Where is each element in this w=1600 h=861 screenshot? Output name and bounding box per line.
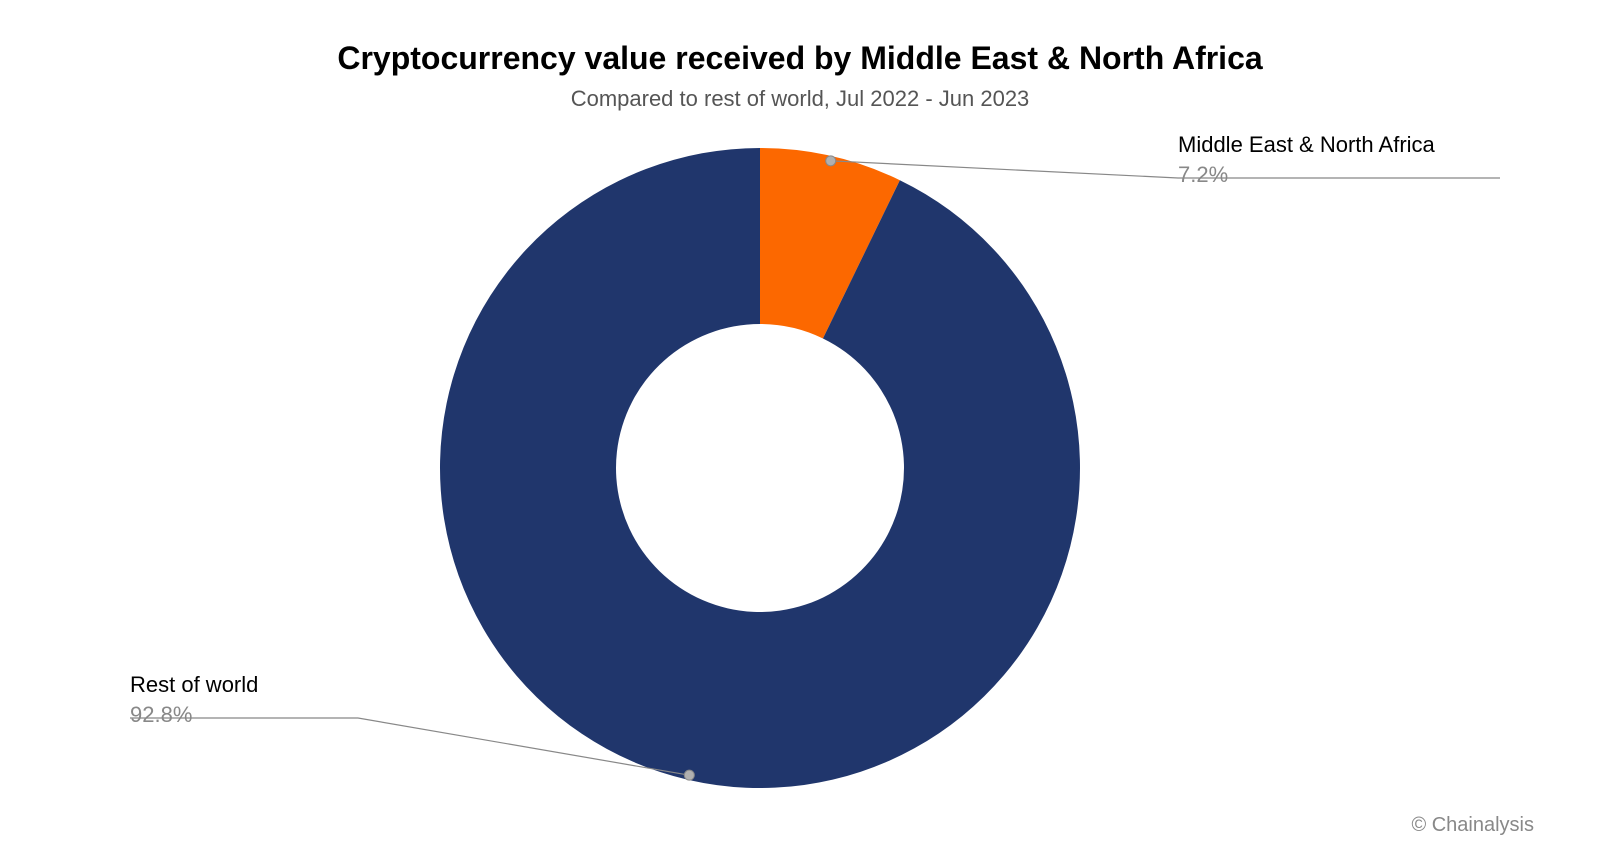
slice-label-value: 92.8%: [130, 700, 258, 730]
leader-dot: [684, 770, 694, 780]
leader-dot: [826, 156, 836, 166]
slice-label: Rest of world92.8%: [130, 670, 258, 729]
attribution: © Chainalysis: [1411, 814, 1534, 837]
slice-label-name: Rest of world: [130, 670, 258, 700]
donut-slice: [440, 148, 1080, 788]
slice-label-name: Middle East & North Africa: [1178, 130, 1435, 160]
slice-label-value: 7.2%: [1178, 160, 1435, 190]
slice-label: Middle East & North Africa7.2%: [1178, 130, 1435, 189]
